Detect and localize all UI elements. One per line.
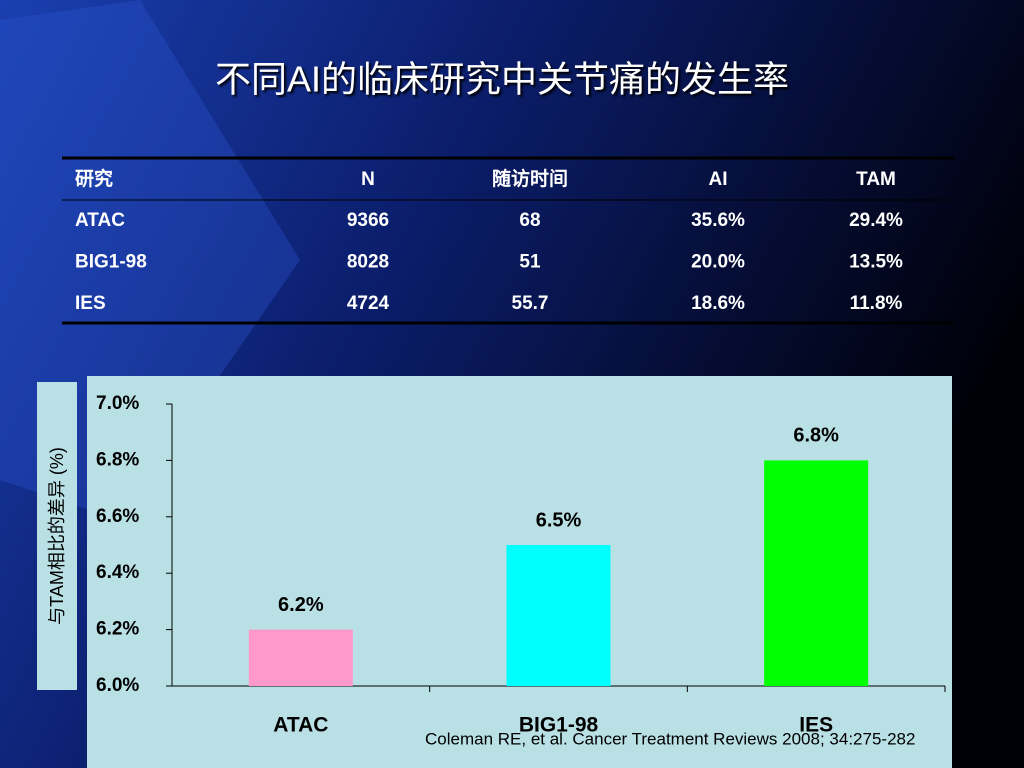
- table-cell: N: [361, 169, 375, 190]
- data-label: 6.2%: [278, 594, 324, 616]
- slide-title: 不同AI的临床研究中关节痛的发生率: [215, 59, 789, 100]
- table-cell: 68: [519, 210, 540, 231]
- bar: [764, 460, 869, 686]
- table-cell: 随访时间: [492, 167, 568, 190]
- data-label: 6.8%: [793, 425, 839, 447]
- citation: Coleman RE, et al. Cancer Treatment Revi…: [425, 729, 915, 748]
- table-cell: IES: [75, 293, 106, 314]
- bar: [506, 545, 611, 686]
- table-cell: TAM: [856, 169, 896, 190]
- table-cell: 18.6%: [691, 293, 745, 314]
- table-cell: 29.4%: [849, 210, 903, 231]
- y-tick-label: 6.2%: [96, 619, 139, 640]
- table-cell: 9366: [347, 210, 389, 231]
- x-tick-label: ATAC: [273, 714, 328, 737]
- bar: [248, 629, 353, 686]
- table-cell: 11.8%: [850, 293, 903, 314]
- table-cell: 55.7: [512, 293, 549, 314]
- table-cell: BIG1-98: [75, 252, 147, 273]
- table-cell: AI: [709, 169, 728, 190]
- table-cell: ATAC: [75, 210, 125, 231]
- y-axis-label: 与TAM相比的差异 (%): [47, 447, 67, 625]
- x-tick-label: BIG1-98: [519, 714, 599, 737]
- table-cell: 51: [519, 252, 541, 273]
- table-cell: 4724: [347, 293, 390, 314]
- x-tick-label: IES: [799, 714, 833, 737]
- y-tick-label: 6.6%: [96, 506, 139, 527]
- table-cell: 20.0%: [691, 252, 745, 273]
- y-tick-label: 6.8%: [96, 449, 139, 470]
- table-cell: 35.6%: [691, 210, 745, 231]
- table-cell: 8028: [347, 252, 389, 273]
- y-tick-label: 7.0%: [96, 393, 139, 414]
- y-label-box: [37, 382, 77, 690]
- data-label: 6.5%: [536, 509, 582, 531]
- table-cell: 13.5%: [849, 252, 903, 273]
- y-tick-label: 6.0%: [96, 675, 139, 696]
- y-tick-label: 6.4%: [96, 562, 139, 583]
- table-cell: 研究: [75, 167, 113, 190]
